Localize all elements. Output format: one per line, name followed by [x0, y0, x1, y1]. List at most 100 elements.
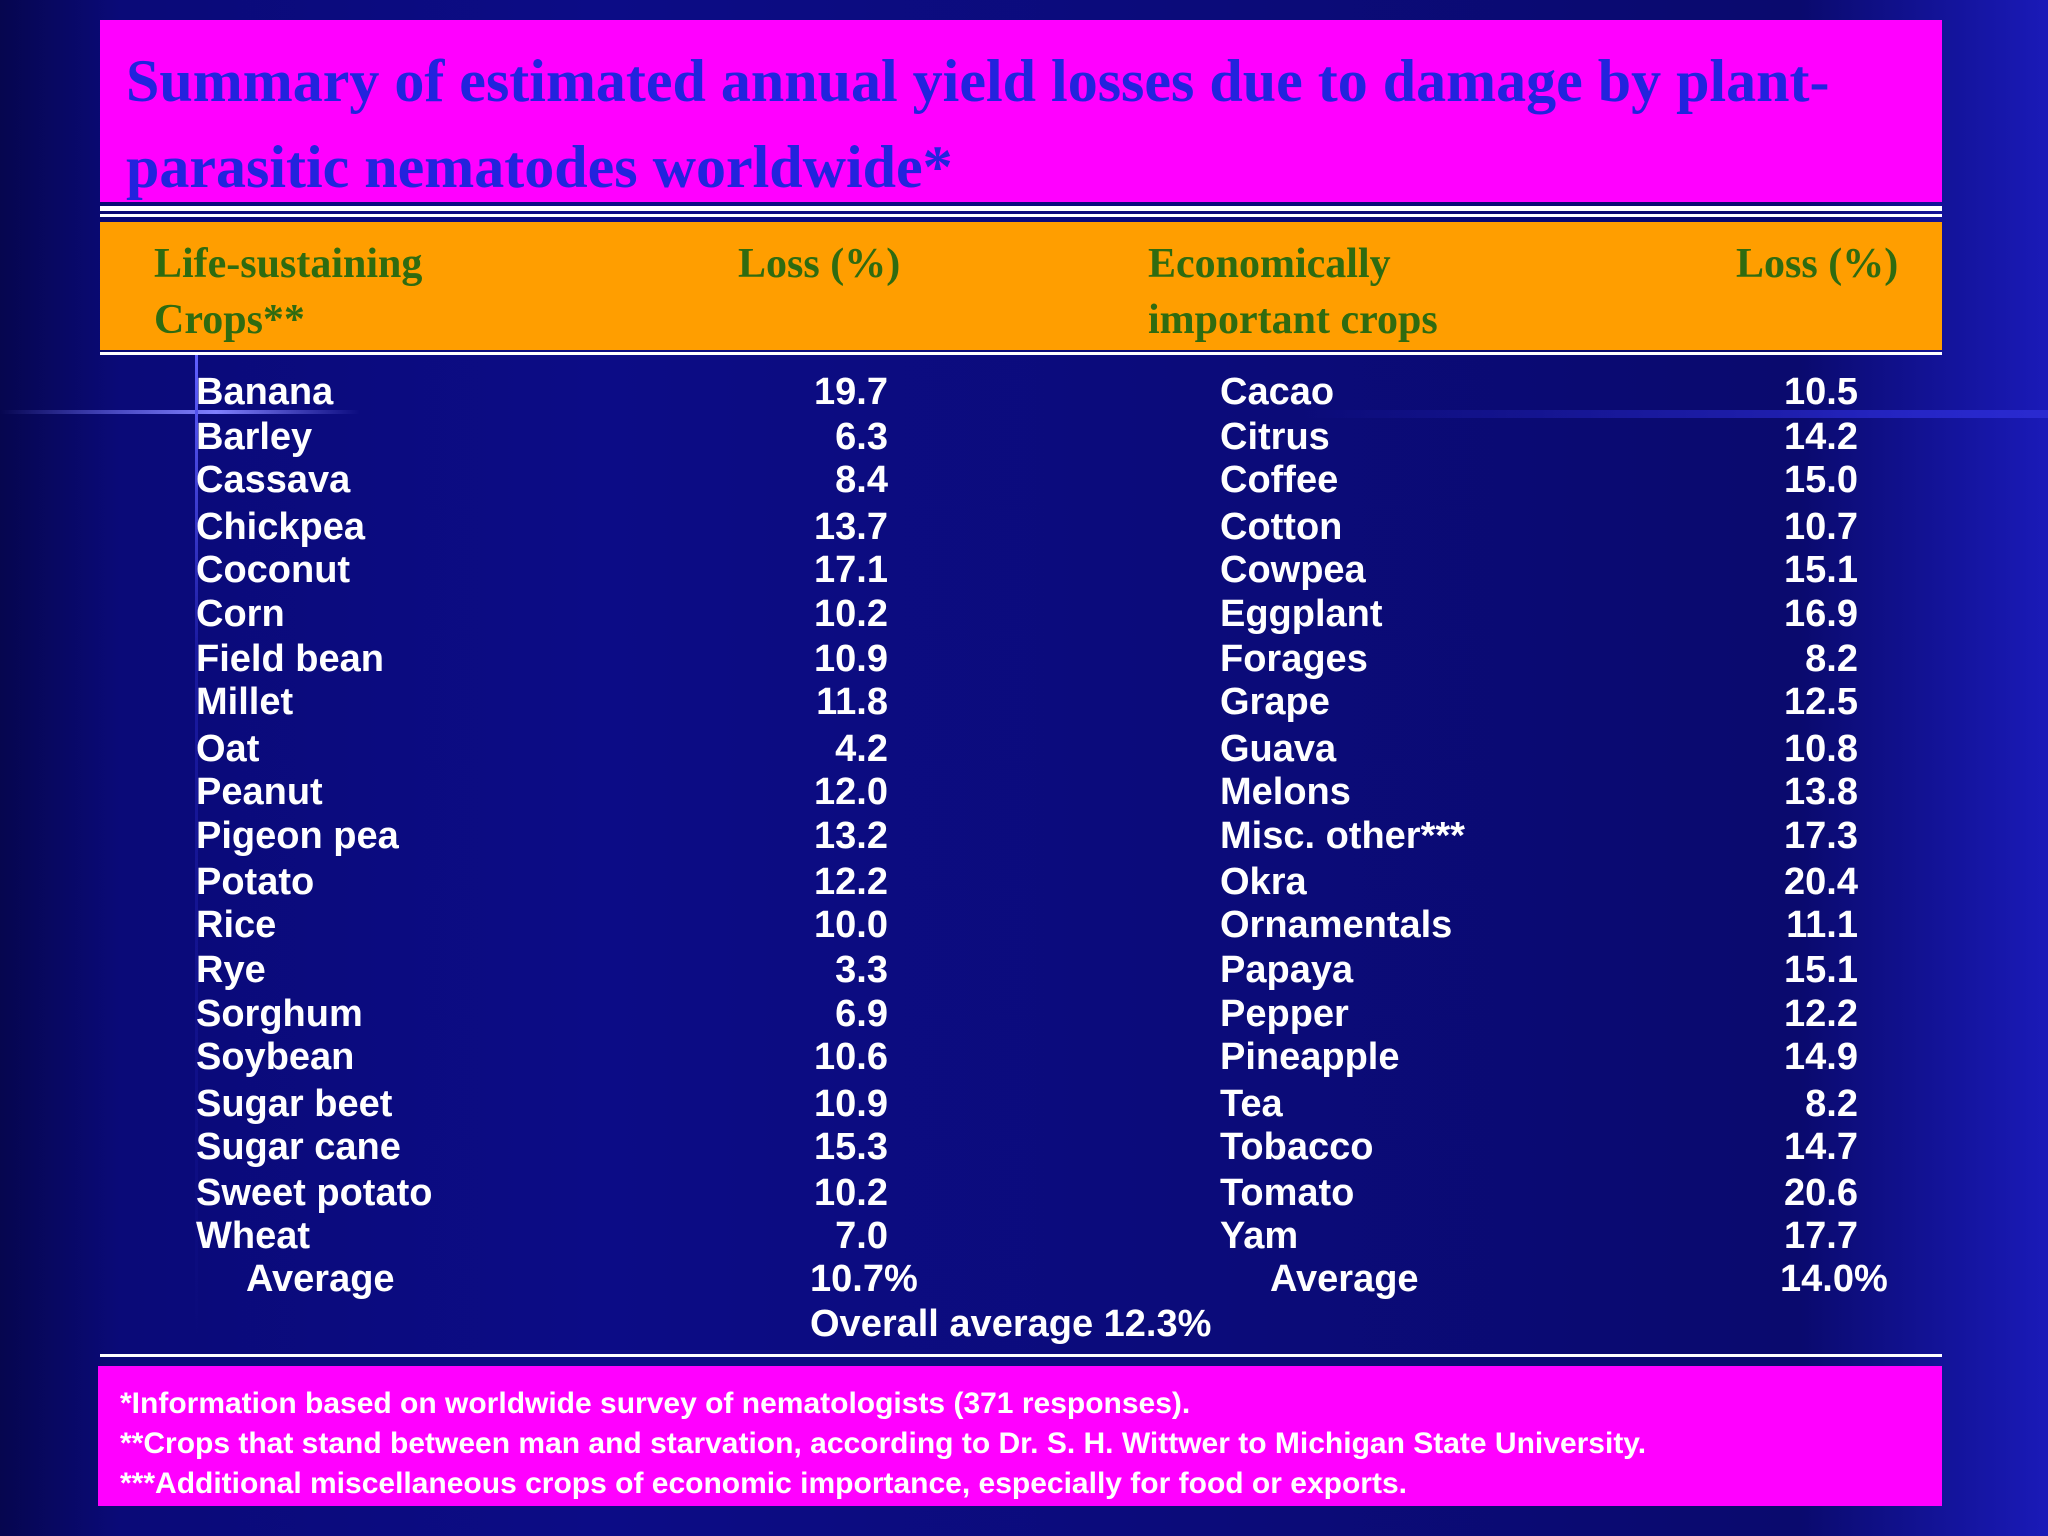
header-col1-line1: Life-sustaining [154, 241, 423, 287]
header-col3-line2: important crops [1148, 297, 1438, 343]
decorative-stripe [1300, 410, 2048, 418]
loss-value-a: 4.2 [835, 728, 888, 770]
crop-name-b: Cowpea [1220, 549, 1366, 591]
crop-name-b: Tea [1220, 1083, 1283, 1125]
loss-value-b: 17.3 [1784, 815, 1858, 857]
crop-name-a: Oat [196, 728, 260, 770]
loss-value-a: 11.8 [816, 681, 888, 723]
footnotes-band: *Information based on worldwide survey o… [98, 1366, 1942, 1506]
header-loss-1: Loss (%) [738, 241, 901, 287]
crop-name-a: Potato [196, 861, 315, 903]
loss-value-b: 10.7 [1784, 506, 1858, 548]
crop-name-b: Pineapple [1220, 1036, 1400, 1078]
crop-name-b: Okra [1220, 861, 1307, 903]
crop-name-b: Ornamentals [1220, 904, 1453, 946]
decorative-vertical-line [195, 355, 198, 1335]
header-economically-important-crops: Economically important crops [1148, 236, 1438, 348]
loss-value-b: 15.0 [1784, 459, 1858, 501]
loss-value-a: 10.2 [814, 593, 888, 635]
loss-value-b: 8.2 [1805, 638, 1858, 680]
average-label-a: Average [246, 1258, 395, 1300]
crop-name-a: Corn [196, 593, 285, 635]
overall-average: Overall average 12.3% [810, 1303, 1212, 1345]
crop-name-a: Coconut [196, 549, 351, 591]
loss-value-a: 7.0 [835, 1215, 888, 1257]
loss-value-b: 14.9 [1784, 1036, 1858, 1078]
loss-value-a: 10.9 [814, 1083, 888, 1125]
loss-value-a: 10.9 [814, 638, 888, 680]
loss-value-a: 10.2 [814, 1172, 888, 1214]
crop-name-a: Rice [196, 904, 277, 946]
crop-name-a: Soybean [196, 1036, 355, 1078]
header-loss-2: Loss (%) [1736, 241, 1899, 287]
crop-name-b: Yam [1220, 1215, 1299, 1257]
loss-value-b: 12.5 [1784, 681, 1858, 723]
crop-name-b: Eggplant [1220, 593, 1383, 635]
crop-name-b: Cacao [1220, 371, 1335, 413]
title-divider [100, 206, 1942, 211]
loss-value-b: 8.2 [1805, 1083, 1858, 1125]
crop-name-a: Millet [196, 681, 294, 723]
title-divider-thin [100, 214, 1942, 217]
loss-value-b: 13.8 [1784, 771, 1858, 813]
average-label-b: Average [1270, 1258, 1419, 1300]
loss-value-a: 6.9 [835, 993, 888, 1035]
crop-name-a: Banana [196, 371, 334, 413]
crop-name-b: Pepper [1220, 993, 1349, 1035]
crop-name-a: Sweet potato [196, 1172, 433, 1214]
crop-name-b: Papaya [1220, 949, 1354, 991]
header-divider [100, 352, 1942, 355]
crop-name-b: Tomato [1220, 1172, 1355, 1214]
loss-value-b: 14.2 [1784, 416, 1858, 458]
footnote-3: ***Additional miscellaneous crops of eco… [120, 1467, 1407, 1500]
crop-name-b: Melons [1220, 771, 1351, 813]
loss-value-a: 10.0 [814, 904, 888, 946]
crop-name-a: Barley [196, 416, 313, 458]
header-col1-line2: Crops** [154, 297, 305, 343]
loss-value-a: 15.3 [814, 1126, 888, 1168]
loss-value-a: 19.7 [814, 371, 888, 413]
crop-name-a: Field bean [196, 638, 384, 680]
crop-name-b: Tobacco [1220, 1126, 1374, 1168]
loss-value-b: 10.5 [1784, 371, 1858, 413]
average-value-b: 14.0% [1780, 1258, 1888, 1300]
loss-value-a: 13.2 [814, 815, 888, 857]
loss-value-a: 12.2 [814, 861, 888, 903]
decorative-flare [0, 410, 360, 414]
crop-name-b: Coffee [1220, 459, 1339, 501]
footnote-2: **Crops that stand between man and starv… [120, 1427, 1647, 1460]
crop-name-b: Citrus [1220, 416, 1330, 458]
loss-value-b: 20.6 [1784, 1172, 1858, 1214]
footnote-1: *Information based on worldwide survey o… [120, 1387, 1191, 1420]
crop-name-a: Sorghum [196, 993, 363, 1035]
loss-value-a: 8.4 [835, 459, 888, 501]
loss-value-a: 12.0 [814, 771, 888, 813]
crop-name-b: Misc. other*** [1220, 815, 1465, 857]
header-life-sustaining-crops: Life-sustaining Crops** [154, 236, 422, 348]
loss-value-b: 10.8 [1784, 728, 1858, 770]
crop-name-b: Grape [1220, 681, 1330, 723]
crop-name-a: Peanut [196, 771, 323, 813]
loss-value-b: 15.1 [1784, 549, 1858, 591]
crop-name-a: Rye [196, 949, 266, 991]
loss-value-b: 14.7 [1784, 1126, 1858, 1168]
slide-title: Summary of estimated annual yield losses… [126, 48, 1830, 200]
crop-name-a: Sugar cane [196, 1126, 401, 1168]
loss-value-b: 17.7 [1784, 1215, 1858, 1257]
loss-value-b: 15.1 [1784, 949, 1858, 991]
crop-name-a: Sugar beet [196, 1083, 393, 1125]
loss-value-a: 10.6 [814, 1036, 888, 1078]
crop-name-a: Wheat [196, 1215, 310, 1257]
average-value-a: 10.7% [810, 1258, 918, 1300]
loss-value-b: 20.4 [1784, 861, 1858, 903]
loss-value-a: 17.1 [814, 549, 888, 591]
loss-value-b: 12.2 [1784, 993, 1858, 1035]
loss-value-a: 6.3 [835, 416, 888, 458]
header-col3-line1: Economically [1148, 241, 1391, 287]
footer-divider [100, 1354, 1942, 1357]
crop-name-b: Guava [1220, 728, 1337, 770]
crop-name-a: Pigeon pea [196, 815, 399, 857]
crop-name-b: Forages [1220, 638, 1368, 680]
table-header: Life-sustaining Crops** Loss (%) Economi… [100, 222, 1942, 350]
loss-value-a: 13.7 [814, 506, 888, 548]
